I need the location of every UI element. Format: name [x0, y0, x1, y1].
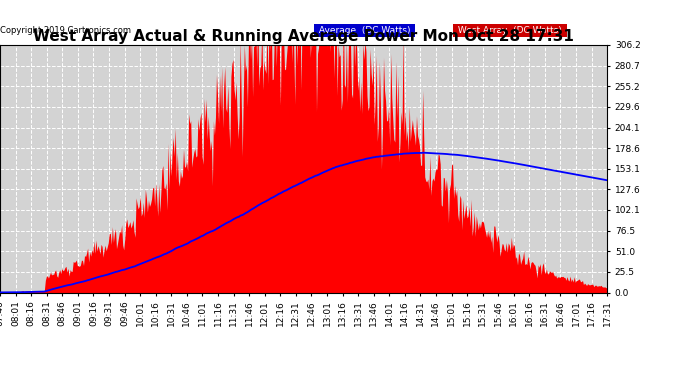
Text: Copyright 2019 Cartronics.com: Copyright 2019 Cartronics.com — [0, 26, 131, 35]
Text: Average  (DC Watts): Average (DC Watts) — [316, 26, 413, 35]
Title: West Array Actual & Running Average Power Mon Oct 28 17:31: West Array Actual & Running Average Powe… — [33, 29, 574, 44]
Text: West Array  (DC Watts): West Array (DC Watts) — [455, 26, 565, 35]
